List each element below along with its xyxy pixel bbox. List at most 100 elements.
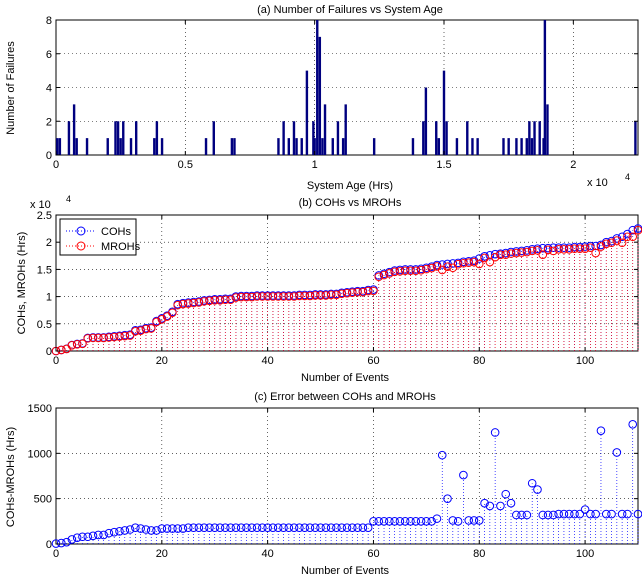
mrohs-marker — [411, 266, 421, 276]
error-marker — [221, 523, 230, 532]
failure-bar — [72, 104, 76, 155]
error-marker — [374, 517, 384, 526]
mrohs-marker — [247, 292, 257, 302]
mrohs-marker — [564, 244, 574, 254]
error-marker — [62, 537, 71, 547]
failure-bar — [155, 121, 159, 155]
error-marker — [146, 526, 156, 535]
error-marker — [480, 498, 489, 508]
mrohs-marker — [554, 244, 563, 254]
failure-bar — [67, 121, 71, 155]
y-tick-label: 1.5 — [37, 264, 52, 276]
error-marker — [485, 501, 495, 511]
error-marker — [596, 426, 606, 435]
error-marker — [459, 470, 468, 480]
panel-c-markers — [51, 420, 642, 548]
x-tick-label: 2 — [570, 159, 576, 171]
panel-b-xlabel: Number of Events — [301, 372, 390, 384]
failure-bar — [372, 138, 376, 155]
error-marker — [173, 524, 182, 533]
error-marker — [295, 523, 304, 532]
mrohs-marker — [469, 257, 479, 267]
error-marker — [607, 509, 616, 519]
mrohs-marker — [549, 246, 558, 256]
failure-bar — [530, 138, 534, 155]
failure-bar — [134, 121, 138, 155]
error-marker — [157, 524, 167, 533]
error-marker — [580, 505, 590, 514]
mrohs-marker — [332, 290, 341, 300]
failure-bar — [300, 138, 303, 155]
error-marker — [411, 517, 421, 526]
error-marker — [591, 509, 600, 519]
y-tick-label: 4 — [46, 83, 52, 95]
panel-b: (b) COHs vs MROHs x 10 4 0 20 40 60 80 100 0 0.… — [16, 194, 642, 384]
mrohs-marker — [99, 333, 108, 343]
error-marker — [358, 523, 368, 532]
mrohs-marker — [104, 333, 114, 342]
mrohs-marker — [120, 331, 130, 341]
x-tick-label: 40 — [262, 355, 274, 367]
failure-bar — [58, 138, 62, 155]
error-marker — [215, 523, 225, 532]
panel-a-title: (a) Number of Failures vs System Age — [257, 4, 443, 16]
error-marker — [99, 530, 108, 540]
y-tick-label: 6 — [46, 49, 52, 61]
error-marker — [601, 509, 611, 519]
failure-bar — [106, 138, 109, 155]
mrohs-marker — [596, 242, 606, 251]
failure-bar — [160, 138, 164, 155]
mrohs-marker — [591, 248, 600, 258]
error-marker — [464, 516, 473, 525]
x-tick-label: 20 — [156, 355, 168, 367]
panel-a-ylabel: Number of Failures — [5, 41, 17, 135]
legend-swatch-mrohs-marker — [76, 241, 86, 251]
panel-b-legend: COHs MROHs — [59, 218, 141, 256]
y-tick-label: 500 — [34, 494, 52, 506]
mrohs-marker — [125, 331, 135, 340]
panel-b-ylabel: COHs, MROHs (Hrs) — [16, 232, 28, 335]
mrohs-marker — [395, 267, 405, 276]
error-marker — [517, 510, 526, 520]
mrohs-marker — [141, 324, 151, 334]
error-marker — [612, 448, 622, 457]
failure-bar — [502, 138, 505, 155]
failure-bar — [287, 138, 290, 155]
mrohs-marker — [390, 267, 399, 277]
error-marker — [252, 523, 262, 532]
error-marker — [369, 517, 378, 526]
error-marker — [422, 517, 431, 526]
mrohs-marker — [601, 239, 611, 249]
error-marker — [104, 528, 114, 538]
mrohs-marker — [369, 286, 378, 296]
error-marker — [152, 526, 161, 535]
error-marker — [617, 509, 627, 519]
error-marker — [125, 525, 135, 534]
error-marker — [538, 510, 548, 520]
error-marker — [549, 510, 558, 520]
mrohs-marker — [353, 287, 362, 297]
mrohs-marker — [337, 289, 347, 299]
mrohs-marker — [459, 258, 468, 268]
error-marker — [443, 494, 452, 503]
mrohs-marker — [236, 292, 246, 302]
error-marker — [432, 514, 442, 523]
error-marker — [189, 523, 198, 532]
error-marker — [136, 524, 145, 533]
panel-b-grid — [56, 215, 638, 351]
mrohs-marker — [358, 287, 368, 297]
y-tick-label: 0 — [46, 150, 52, 162]
mrohs-marker — [517, 248, 526, 257]
mrohs-marker — [527, 246, 537, 256]
mrohs-marker — [342, 288, 352, 298]
x-tick-label: 0 — [53, 159, 59, 171]
error-marker — [205, 523, 214, 532]
panel-b-markers — [51, 224, 642, 356]
error-marker — [416, 517, 426, 526]
mrohs-marker — [580, 244, 590, 254]
cohs-marker — [628, 225, 638, 235]
error-marker — [94, 530, 103, 540]
mrohs-marker — [485, 257, 495, 267]
error-marker — [527, 478, 537, 488]
